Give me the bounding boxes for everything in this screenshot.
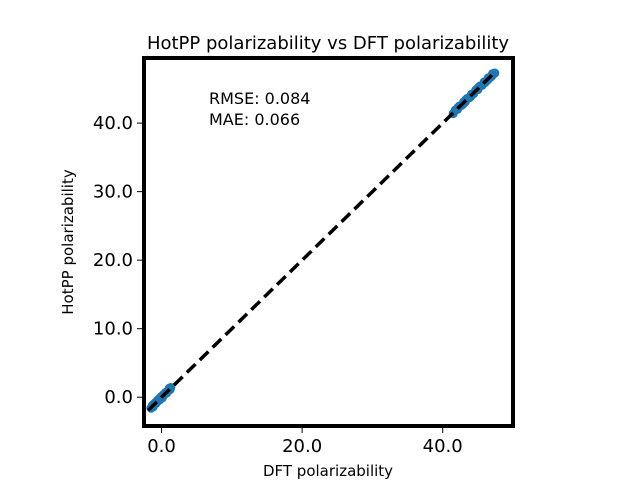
x-axis-ticks: 0.0 20.0 40.0: [147, 428, 463, 457]
x-tick-label: 0.0: [147, 436, 176, 457]
y-tick-label: 10.0: [93, 319, 133, 340]
y-tick-label: 0.0: [104, 387, 133, 408]
y-axis-label: HotPP polarizability: [59, 169, 77, 315]
reference-line: [146, 69, 498, 412]
x-axis-label: DFT polarizability: [263, 462, 393, 480]
mae-annotation: MAE: 0.066: [209, 110, 300, 129]
plot-area: [146, 68, 500, 413]
y-axis-ticks: 0.0 10.0 20.0 30.0 40.0: [93, 113, 142, 408]
chart-title: HotPP polarizability vs DFT polarizabili…: [147, 33, 509, 54]
y-tick-label: 20.0: [93, 250, 133, 271]
rmse-annotation: RMSE: 0.084: [209, 89, 310, 108]
y-tick-label: 30.0: [93, 182, 133, 203]
y-tick-label: 40.0: [93, 113, 133, 134]
x-tick-label: 20.0: [282, 436, 322, 457]
plot-frame: [142, 56, 515, 428]
x-tick-label: 40.0: [423, 436, 463, 457]
